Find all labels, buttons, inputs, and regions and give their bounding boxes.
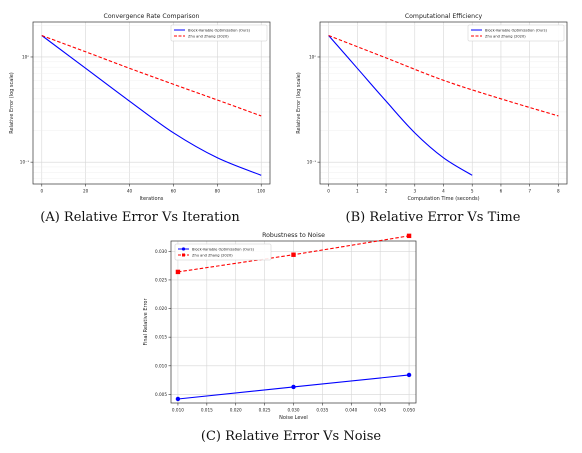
legend: Block-Variable Optimization (Ours) Zhu an… <box>174 243 272 261</box>
y-axis-label: Relative Error (log scale) <box>9 72 15 134</box>
plot-area <box>33 22 270 184</box>
chart-convergence-rate: 0 20 40 60 80 100 10⁰ 10⁻¹ Block-Variable Optimi… <box>9 13 271 225</box>
legend-label: Zhu and Zhang (2020) <box>192 253 233 257</box>
axes-frame <box>32 21 271 185</box>
series-line-zhu-zhang <box>328 34 559 117</box>
x-tick-label: 0.020 <box>230 408 242 413</box>
data-point <box>291 384 296 390</box>
legend-box <box>467 24 565 42</box>
series-line-ours <box>41 35 262 176</box>
figure-caption: (B) Relative Error Vs Time <box>346 210 521 225</box>
x-tick-label: 6 <box>500 189 503 194</box>
x-tick-label: 8 <box>557 189 560 194</box>
figure-caption: (C) Relative Error Vs Noise <box>201 429 381 444</box>
legend: Block-Variable Optimization (Ours) Zhu an… <box>170 24 268 42</box>
x-tick-label: 1 <box>356 189 359 194</box>
legend-label: Block-Variable Optimization (Ours) <box>188 28 250 32</box>
x-tick-label: 0.035 <box>316 408 328 413</box>
y-axis-label: Relative Error (log scale) <box>296 72 302 134</box>
axes-frame <box>319 21 568 185</box>
y-tick-label: 0.010 <box>155 363 167 368</box>
y-axis-label: Final Relative Error <box>143 298 149 346</box>
x-tick-label: 5 <box>471 189 474 194</box>
legend-box <box>170 24 268 42</box>
legend-label: Block-Variable Optimization (Ours) <box>192 247 254 251</box>
x-tick-label: 0.015 <box>201 408 213 413</box>
x-tick-label: 0 <box>327 189 330 194</box>
legend-marker <box>182 253 185 257</box>
x-tick-label: 3 <box>413 189 416 194</box>
series-line-zhu-zhang <box>41 34 262 117</box>
y-tick-label: 0.005 <box>155 392 167 397</box>
data-point <box>175 396 181 402</box>
x-tick-label: 4 <box>442 189 445 194</box>
axes-frame <box>170 240 417 404</box>
x-tick-label: 0.050 <box>403 408 415 413</box>
chart-computational-efficiency: 0 1 2 3 4 5 6 7 8 10⁰ 10⁻¹ Block-Variable Optimizat… <box>296 13 568 225</box>
x-tick-label: 0.025 <box>259 408 271 413</box>
x-tick-label: 40 <box>127 189 133 194</box>
x-tick-label: 0.030 <box>288 408 300 413</box>
x-axis-label: Computation Time (seconds) <box>407 196 479 202</box>
legend-marker <box>181 247 186 251</box>
legend: Block-Variable Optimization (Ours) Zhu an… <box>467 24 565 42</box>
legend-label: Zhu and Zhang (2020) <box>485 34 526 38</box>
data-point <box>406 372 412 378</box>
y-tick-label: 10⁰ <box>22 54 29 59</box>
data-point <box>175 269 181 275</box>
x-tick-label: 80 <box>215 189 221 194</box>
y-tick-label: 0.025 <box>155 277 167 282</box>
chart-title: Robustness to Noise <box>262 232 325 239</box>
legend-label: Zhu and Zhang (2020) <box>188 34 229 38</box>
chart-title: Convergence Rate Comparison <box>104 13 200 20</box>
data-point <box>406 233 412 239</box>
x-tick-label: 0.045 <box>374 408 386 413</box>
y-tick-label: 10⁰ <box>309 54 316 59</box>
x-axis-label: Iterations <box>140 196 164 202</box>
y-tick-label: 0.015 <box>155 335 167 340</box>
figure-caption: (A) Relative Error Vs Iteration <box>40 210 240 225</box>
x-tick-label: 0.040 <box>345 408 357 413</box>
data-point <box>291 252 296 257</box>
series-line-ours <box>328 35 473 176</box>
legend-box <box>174 243 272 261</box>
x-tick-label: 100 <box>257 189 265 194</box>
x-tick-label: 0.010 <box>172 408 184 413</box>
y-tick-label: 0.030 <box>155 249 167 254</box>
legend-label: Block-Variable Optimization (Ours) <box>485 28 547 32</box>
y-tick-label: 10⁻¹ <box>307 160 317 165</box>
chart-robustness-to-noise: 0.010 0.015 0.020 0.025 0.030 0.035 0.040 0.045… <box>143 232 417 444</box>
y-tick-label: 0.020 <box>155 306 167 311</box>
x-tick-label: 7 <box>528 189 531 194</box>
x-tick-label: 0 <box>40 189 43 194</box>
chart-title: Computational Efficiency <box>405 13 483 20</box>
x-tick-label: 20 <box>83 189 89 194</box>
x-tick-label: 60 <box>171 189 177 194</box>
y-tick-label: 10⁻¹ <box>20 160 30 165</box>
x-axis-label: Noise Level <box>279 415 308 421</box>
x-tick-label: 2 <box>385 189 388 194</box>
